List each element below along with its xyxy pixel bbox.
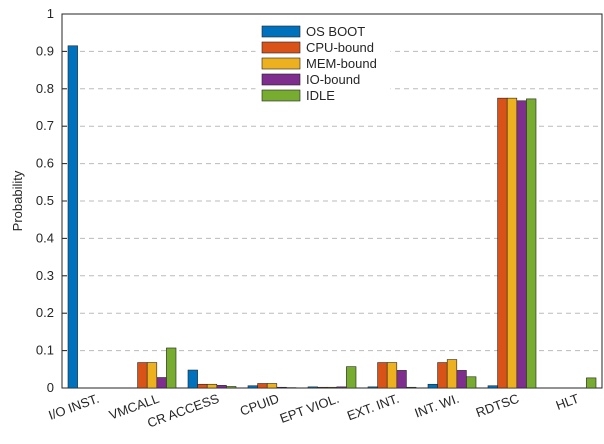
bar bbox=[247, 385, 258, 389]
legend-label: IDLE bbox=[306, 88, 335, 103]
y-tick-label: 0.2 bbox=[36, 305, 54, 320]
bar bbox=[307, 386, 318, 389]
bar bbox=[586, 377, 597, 389]
legend-label: CPU-bound bbox=[306, 40, 374, 55]
bar bbox=[446, 359, 458, 389]
y-tick-label: 0.7 bbox=[36, 118, 54, 133]
bar bbox=[226, 386, 237, 389]
bar bbox=[326, 386, 338, 389]
legend-label: IO-bound bbox=[306, 72, 360, 87]
bar bbox=[317, 386, 328, 389]
y-axis-label: Probability bbox=[10, 170, 25, 231]
y-tick-label: 0.8 bbox=[36, 81, 54, 96]
legend-label: OS BOOT bbox=[306, 24, 365, 39]
bar bbox=[506, 97, 518, 389]
bar bbox=[137, 362, 148, 389]
bar bbox=[526, 98, 537, 389]
legend-swatch bbox=[261, 41, 301, 54]
bar bbox=[257, 383, 268, 389]
bar bbox=[146, 362, 158, 389]
bar bbox=[206, 383, 218, 389]
legend-swatch bbox=[261, 57, 301, 70]
y-tick-label: 0.1 bbox=[36, 343, 54, 358]
bar bbox=[466, 376, 477, 389]
bar bbox=[187, 369, 198, 389]
y-tick-label: 0.5 bbox=[36, 193, 54, 208]
legend-swatch bbox=[261, 89, 301, 102]
bar bbox=[456, 370, 467, 389]
bar bbox=[156, 377, 167, 389]
y-tick-label: 1 bbox=[47, 6, 54, 21]
y-tick-label: 0.6 bbox=[36, 156, 54, 171]
bar bbox=[367, 386, 378, 389]
legend-swatch bbox=[261, 25, 301, 38]
y-tick-label: 0.9 bbox=[36, 43, 54, 58]
bar bbox=[166, 347, 177, 389]
bar bbox=[197, 383, 208, 389]
bar bbox=[437, 362, 448, 389]
bar bbox=[67, 45, 78, 389]
bar bbox=[386, 362, 398, 389]
bar bbox=[487, 385, 498, 389]
bar bbox=[266, 383, 278, 389]
bar bbox=[276, 386, 287, 389]
bar bbox=[396, 370, 407, 389]
bar bbox=[377, 362, 388, 389]
bar bbox=[497, 97, 508, 389]
y-tick-label: 0 bbox=[47, 380, 54, 395]
legend-label: MEM-bound bbox=[306, 56, 377, 71]
bar bbox=[336, 386, 347, 389]
y-tick-label: 0.4 bbox=[36, 230, 54, 245]
bar bbox=[216, 385, 227, 389]
bar bbox=[516, 100, 527, 389]
y-tick-label: 0.3 bbox=[36, 268, 54, 283]
bar bbox=[406, 386, 417, 389]
bar bbox=[427, 383, 438, 389]
legend-swatch bbox=[261, 73, 301, 86]
bar bbox=[346, 366, 357, 389]
